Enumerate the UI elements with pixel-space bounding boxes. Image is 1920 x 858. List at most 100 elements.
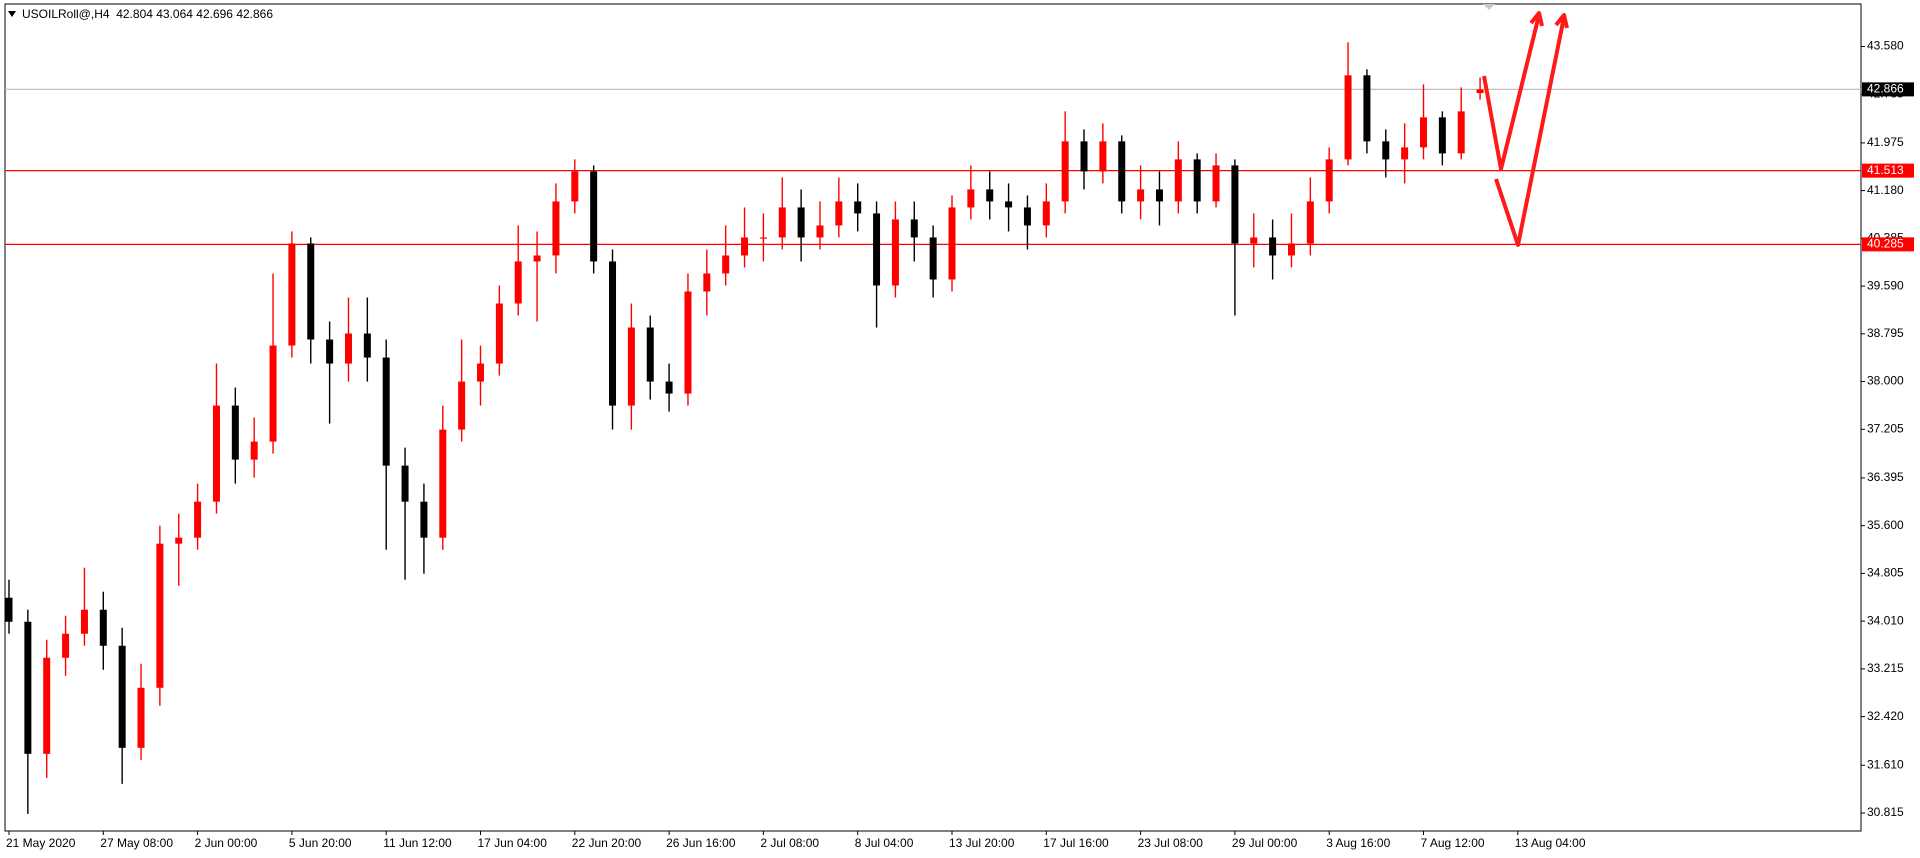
x-tick-label: 2 Jun 00:00 bbox=[195, 836, 258, 850]
candle-body bbox=[665, 381, 673, 394]
candle-body bbox=[1457, 111, 1465, 154]
x-tick-label: 21 May 2020 bbox=[6, 836, 76, 850]
arrow-path bbox=[1494, 16, 1566, 247]
x-tick-label: 2 Jul 08:00 bbox=[760, 836, 819, 850]
candle-body bbox=[24, 621, 32, 754]
candle-body bbox=[1420, 117, 1427, 148]
candle-body bbox=[5, 597, 13, 622]
candle-body bbox=[1137, 189, 1145, 202]
marks: 43.58042.78541.97541.18040.38539.59038.7… bbox=[5, 39, 1914, 850]
candle-body bbox=[684, 291, 692, 394]
candle-body bbox=[194, 501, 202, 538]
x-tick-label: 29 Jul 00:00 bbox=[1232, 836, 1298, 850]
arrow-head bbox=[1554, 13, 1569, 29]
y-tick-label: 41.180 bbox=[1867, 183, 1904, 197]
candle-body bbox=[571, 171, 579, 202]
candle-body bbox=[1325, 159, 1333, 202]
y-tick-label: 34.010 bbox=[1867, 613, 1904, 627]
x-tick-label: 26 Jun 16:00 bbox=[666, 836, 736, 850]
x-tick-label: 23 Jul 08:00 bbox=[1138, 836, 1204, 850]
x-tick-label: 22 Jun 20:00 bbox=[572, 836, 642, 850]
candle-body bbox=[1306, 201, 1314, 244]
candle-body bbox=[420, 501, 428, 538]
y-tick-label: 33.215 bbox=[1867, 661, 1904, 675]
candle-body bbox=[363, 333, 371, 358]
candle-body bbox=[1287, 243, 1295, 256]
candle-body bbox=[816, 225, 824, 238]
candle-body bbox=[778, 207, 786, 238]
candle-body bbox=[609, 261, 617, 406]
arrow-head bbox=[1529, 11, 1544, 27]
candle-body bbox=[797, 207, 805, 238]
candle-body bbox=[1231, 165, 1239, 244]
y-tick-label: 32.420 bbox=[1867, 709, 1904, 723]
candle-body bbox=[1080, 141, 1088, 172]
candle-body bbox=[43, 657, 51, 754]
candle-body bbox=[910, 219, 918, 238]
x-tick-label: 11 Jun 12:00 bbox=[383, 836, 452, 850]
candle-body bbox=[703, 273, 711, 292]
y-tick-label: 39.590 bbox=[1867, 278, 1904, 292]
candle-body bbox=[627, 327, 635, 406]
candle-body bbox=[835, 201, 843, 226]
candle-body bbox=[1005, 201, 1013, 208]
y-tick-label: 38.795 bbox=[1867, 326, 1904, 340]
candle-body bbox=[439, 429, 447, 538]
candle-body bbox=[137, 687, 145, 748]
price-line-label: 42.866 bbox=[1867, 82, 1904, 96]
candle-body bbox=[495, 303, 503, 364]
x-tick-label: 13 Aug 04:00 bbox=[1515, 836, 1586, 850]
candle-body bbox=[250, 441, 258, 460]
symbol-header: USOILRoll@,H4 42.804 43.064 42.696 42.86… bbox=[22, 7, 273, 21]
y-tick-label: 35.600 bbox=[1867, 518, 1904, 532]
candle-body bbox=[1250, 237, 1258, 244]
x-tick-label: 13 Jul 20:00 bbox=[949, 836, 1015, 850]
candle-body bbox=[344, 333, 352, 364]
price-label-bg bbox=[1862, 82, 1914, 97]
candle-body bbox=[514, 261, 522, 304]
candle-body bbox=[307, 243, 315, 340]
candle-body bbox=[967, 189, 975, 208]
x-tick-label: 17 Jun 04:00 bbox=[478, 836, 548, 850]
candle-body bbox=[1174, 159, 1182, 202]
candle-body bbox=[99, 609, 107, 646]
menu-triangle[interactable] bbox=[8, 11, 16, 17]
x-tick-label: 3 Aug 16:00 bbox=[1326, 836, 1390, 850]
candle-body bbox=[1476, 89, 1484, 94]
candle-body bbox=[533, 255, 541, 262]
candle-body bbox=[458, 381, 466, 430]
candle-body bbox=[873, 213, 881, 286]
candle-body bbox=[118, 645, 126, 748]
candle-body bbox=[1099, 141, 1107, 172]
candle-body bbox=[948, 207, 956, 280]
y-tick-label: 30.815 bbox=[1867, 805, 1904, 819]
candle-body bbox=[1023, 207, 1031, 226]
price-line-label: 41.513 bbox=[1867, 163, 1904, 177]
candle-body bbox=[175, 537, 183, 544]
price-label-bg bbox=[1862, 163, 1914, 178]
candle-body bbox=[62, 633, 70, 658]
candle-body bbox=[854, 201, 862, 214]
candle-body bbox=[590, 171, 598, 262]
x-tick-label: 17 Jul 16:00 bbox=[1043, 836, 1109, 850]
candle-body bbox=[986, 189, 994, 202]
candle-body bbox=[929, 237, 937, 280]
x-tick-label: 27 May 08:00 bbox=[100, 836, 173, 850]
arrow-path bbox=[1482, 14, 1541, 171]
x-tick-label: 5 Jun 20:00 bbox=[289, 836, 352, 850]
candle-body bbox=[646, 327, 654, 382]
candle-body bbox=[1401, 147, 1409, 160]
candle-body bbox=[759, 237, 767, 239]
candle-body bbox=[891, 219, 899, 286]
candle-body bbox=[722, 255, 730, 274]
shift-marker bbox=[1483, 4, 1495, 10]
candle-body bbox=[382, 357, 390, 466]
candle-body bbox=[1212, 165, 1220, 202]
x-tick-label: 7 Aug 12:00 bbox=[1421, 836, 1485, 850]
candle-body bbox=[269, 345, 277, 442]
y-tick-label: 38.000 bbox=[1867, 374, 1904, 388]
candle-body bbox=[1269, 237, 1277, 256]
candle-body bbox=[1042, 201, 1050, 226]
